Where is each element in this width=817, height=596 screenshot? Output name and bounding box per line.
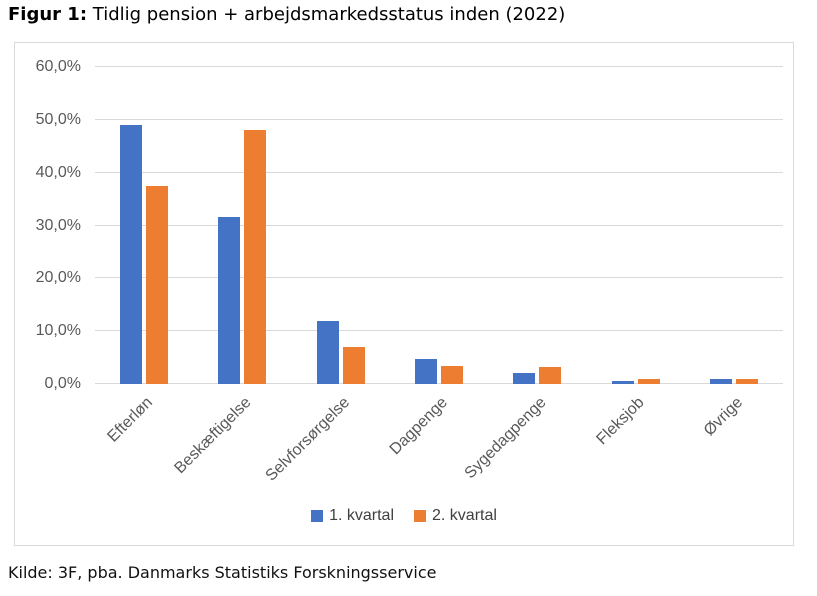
x-label-cell-5: Fleksjob: [586, 388, 684, 508]
bar-group-5: [611, 67, 660, 384]
bar: [709, 378, 732, 384]
x-label-cell-0: Efterløn: [95, 388, 193, 508]
bar: [218, 216, 241, 384]
bar-group-3: [414, 67, 463, 384]
figure-title: Figur 1: Tidlig pension + arbejdsmarkeds…: [8, 4, 565, 25]
x-label-cell-4: Sygedagpenge: [461, 388, 586, 508]
bar: [342, 347, 365, 384]
y-tick-label: 50,0%: [35, 110, 81, 128]
legend-label: 1. kvartal: [329, 507, 394, 524]
gridline-40: [95, 171, 783, 173]
x-tick-label: Efterløn: [104, 394, 157, 446]
gridline-60: [95, 66, 783, 67]
x-label-cell-6: Øvrige: [685, 388, 783, 508]
bar: [611, 380, 634, 384]
legend-swatch-icon: [414, 510, 426, 522]
bar-groups: [95, 67, 783, 384]
y-tick-label: 10,0%: [35, 322, 81, 340]
bar: [316, 321, 339, 384]
y-tick-label: 0,0%: [44, 375, 81, 392]
bar-group-1: [218, 67, 267, 384]
bar-group-2: [316, 67, 365, 384]
y-tick-label: 60,0%: [35, 58, 81, 75]
gridline-50: [95, 118, 783, 120]
bar-group-4: [513, 67, 562, 384]
bar-group-6: [709, 67, 758, 384]
bar-group-0: [120, 67, 169, 384]
legend-label: 2. kvartal: [432, 507, 497, 524]
x-label-cell-1: Beskæftigelse: [171, 388, 291, 508]
gridline-0: [95, 383, 783, 384]
x-tick-label: Dagpenge: [386, 394, 452, 459]
x-label-cell-3: Dagpenge: [386, 388, 488, 508]
legend-item: 2. kvartal: [414, 507, 497, 525]
plot-area: [95, 66, 783, 384]
bar: [146, 185, 169, 384]
bar: [244, 130, 267, 384]
x-axis-labels: Efterløn Beskæftigelse Selvforsørgelse Dagp…: [95, 388, 783, 508]
figure-title-text: Tidlig pension + arbejdsmarkedsstatus in…: [92, 4, 566, 25]
bar: [735, 379, 758, 384]
y-tick-label: 40,0%: [35, 163, 81, 181]
legend: 1. kvartal 2. kvartal: [15, 507, 793, 525]
bar: [637, 379, 660, 384]
legend-item: 1. kvartal: [311, 507, 394, 525]
y-tick-label: 20,0%: [35, 269, 81, 287]
gridline-30: [95, 224, 783, 226]
bar: [539, 367, 562, 384]
gridline-10: [95, 330, 783, 332]
source-note: Kilde: 3F, pba. Danmarks Statistiks Fors…: [8, 563, 437, 582]
bar: [120, 124, 143, 384]
bar: [440, 365, 463, 384]
x-label-cell-2: Selvforsørgelse: [262, 388, 390, 508]
y-tick-label: 30,0%: [35, 216, 81, 234]
bar-chart: 0,0% 10,0% 20,0% 30,0% 40,0% 50,0% 60,0% Efter…: [14, 42, 794, 546]
x-tick-label: Øvrige: [700, 394, 746, 440]
legend-swatch-icon: [311, 510, 324, 522]
bar: [513, 373, 536, 384]
gridline-20: [95, 277, 783, 279]
x-tick-label: Fleksjob: [593, 394, 648, 449]
figure-title-prefix: Figur 1:: [8, 4, 88, 25]
bar: [414, 359, 437, 384]
